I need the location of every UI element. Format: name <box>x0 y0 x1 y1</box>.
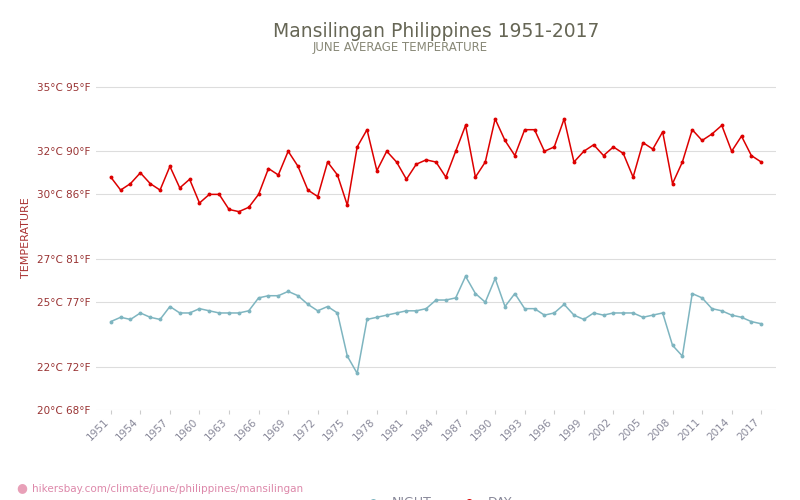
Text: hikersbay.com/climate/june/philippines/mansilingan: hikersbay.com/climate/june/philippines/m… <box>32 484 303 494</box>
Text: JUNE AVERAGE TEMPERATURE: JUNE AVERAGE TEMPERATURE <box>313 41 487 54</box>
Legend: NIGHT, DAY: NIGHT, DAY <box>355 491 517 500</box>
Text: ●: ● <box>16 481 27 494</box>
Title: Mansilingan Philippines 1951-2017: Mansilingan Philippines 1951-2017 <box>273 22 599 41</box>
Y-axis label: TEMPERATURE: TEMPERATURE <box>22 197 31 278</box>
